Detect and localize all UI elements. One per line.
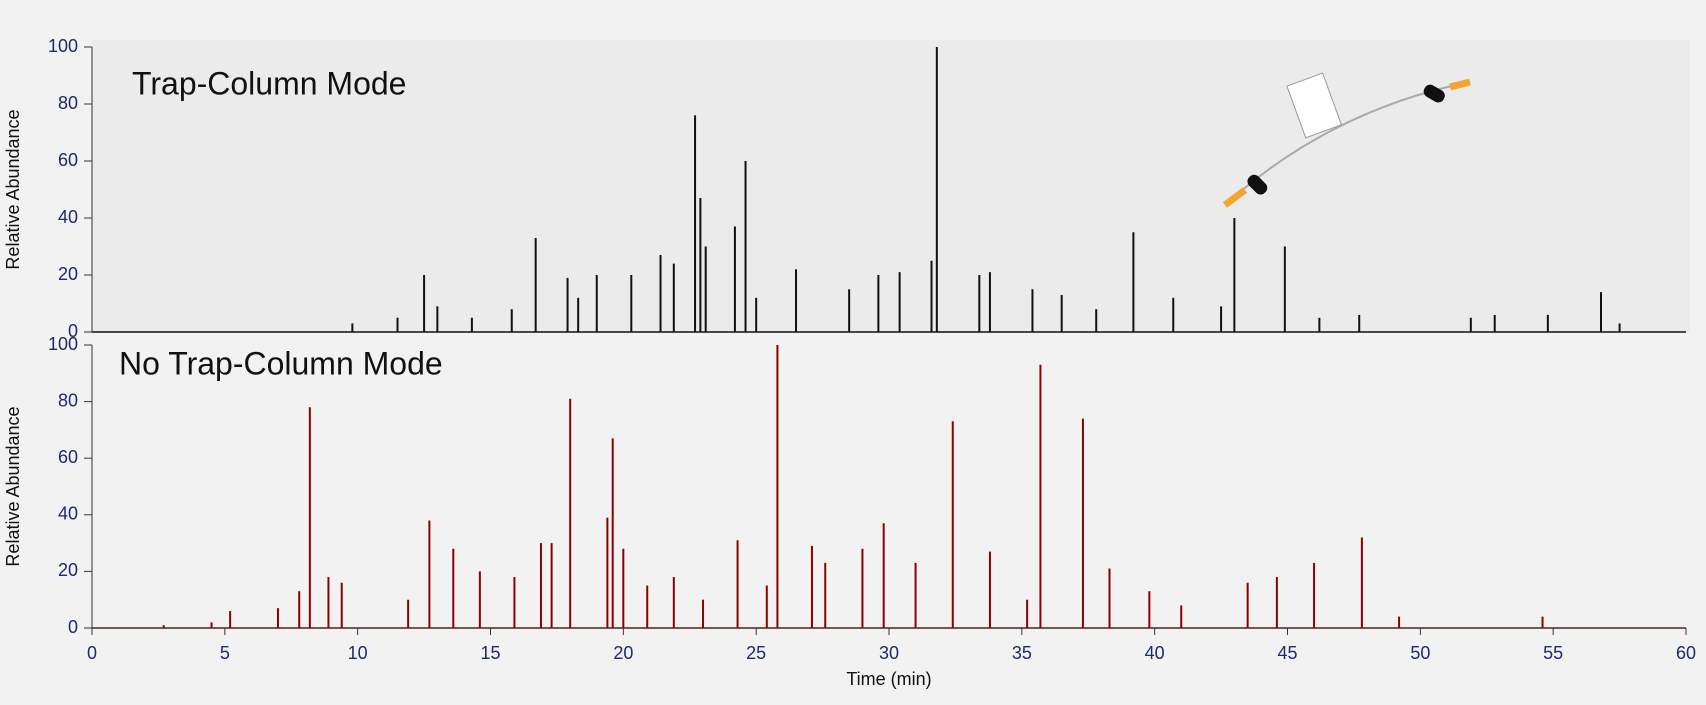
x-tick-label: 40	[1145, 643, 1165, 663]
x-axis-label: Time (min)	[846, 669, 931, 689]
panel-annotation: No Trap-Column Mode	[119, 345, 443, 381]
y-tick-label: 20	[58, 560, 78, 580]
x-tick-label: 50	[1410, 643, 1430, 663]
y-tick-label: 80	[58, 390, 78, 410]
y-tick-label: 40	[58, 207, 78, 227]
column-illustration	[1222, 72, 1471, 208]
y-tick-label: 100	[48, 36, 78, 56]
x-tick-label: 60	[1676, 643, 1696, 663]
y-tick-label: 20	[58, 264, 78, 284]
y-tick-label: 0	[68, 321, 78, 341]
y-tick-label: 60	[58, 150, 78, 170]
x-tick-label: 20	[613, 643, 633, 663]
y-tick-label: 40	[58, 504, 78, 524]
plot-background	[92, 40, 1690, 332]
x-tick-label: 5	[220, 643, 230, 663]
plot-background	[92, 334, 1690, 628]
x-tick-label: 0	[87, 643, 97, 663]
y-tick-label: 80	[58, 93, 78, 113]
x-tick-label: 15	[480, 643, 500, 663]
y-tick-label: 60	[58, 447, 78, 467]
x-tick-label: 25	[746, 643, 766, 663]
y-tick-label: 0	[68, 617, 78, 637]
x-tick-label: 10	[348, 643, 368, 663]
y-axis-label: Relative Abundance	[3, 406, 23, 566]
x-tick-label: 55	[1543, 643, 1563, 663]
y-axis-label: Relative Abundance	[3, 109, 23, 269]
x-tick-label: 35	[1012, 643, 1032, 663]
y-tick-label: 100	[48, 334, 78, 354]
x-tick-label: 30	[879, 643, 899, 663]
x-tick-label: 45	[1277, 643, 1297, 663]
panel-annotation: Trap-Column Mode	[132, 65, 406, 101]
